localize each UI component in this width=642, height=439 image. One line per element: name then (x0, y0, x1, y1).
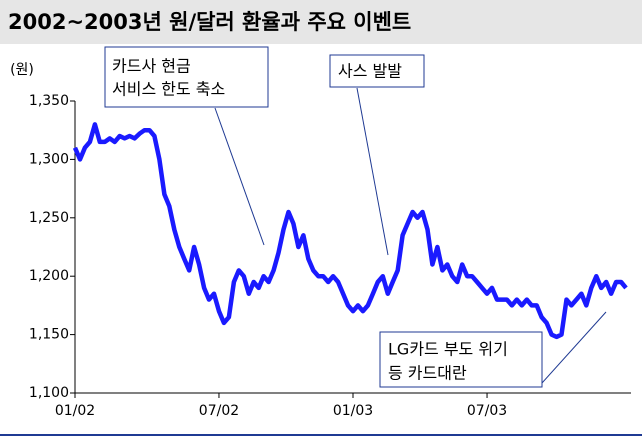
y-tick-label: 1,300 (29, 151, 69, 167)
chart-title: 2002~2003년 원/달러 환율과 주요 이벤트 (8, 10, 411, 34)
y-axis-label: (원) (10, 62, 34, 78)
annotation-box (104, 46, 269, 108)
annotation-box (329, 54, 425, 88)
y-tick-label: 1,350 (29, 93, 69, 109)
y-tick-label: 1,200 (29, 268, 69, 284)
x-tick-label: 01/03 (333, 403, 373, 419)
title-bar (0, 0, 642, 44)
x-tick-label: 01/02 (55, 403, 95, 419)
y-tick-label: 1,100 (29, 385, 69, 401)
y-tick-label: 1,150 (29, 327, 69, 343)
annotation-text: 등 카드대란 (388, 364, 467, 383)
annotation-text: 카드사 현금 (112, 57, 191, 76)
annotation-pointer (356, 87, 389, 256)
annotation-text: 서비스 한도 축소 (112, 80, 225, 99)
annotation-pointer (541, 311, 607, 384)
annotation-text: LG카드 부도 위기 (388, 340, 508, 359)
annotation-pointer (214, 107, 265, 246)
x-tick-label: 07/03 (467, 403, 507, 419)
x-tick-label: 07/02 (199, 403, 239, 419)
series-line (72, 122, 628, 340)
annotation-text: 사스 발발 (338, 62, 402, 81)
annotation-box (379, 331, 543, 388)
y-tick-label: 1,250 (29, 210, 69, 226)
